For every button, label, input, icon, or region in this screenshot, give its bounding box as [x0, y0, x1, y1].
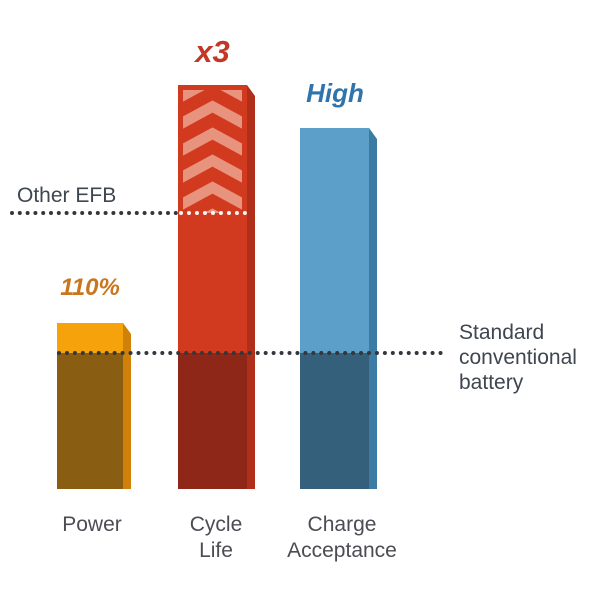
bar-power-below-standard: [57, 353, 123, 489]
bar-power-bevel: [123, 323, 131, 489]
power-value-label: 110%: [60, 274, 120, 301]
other-efb-dotted-line: [10, 211, 178, 215]
bar-charge-acceptance-below-standard: [300, 353, 369, 489]
cycle-life-value-label: x3: [195, 34, 230, 69]
other-efb-reference-label: Other EFB: [17, 184, 117, 207]
bar-power: [57, 323, 131, 489]
bar-cycle-life: [178, 85, 255, 489]
bar-cycle-life-bevel: [247, 85, 255, 489]
charge-acceptance-value-label: High: [306, 78, 364, 108]
category-label-cycle-life: Cycle Life: [189, 513, 243, 562]
category-label-charge-acceptance: Charge Acceptance: [287, 513, 397, 562]
standard-battery-reference-label: Standard conventional battery: [459, 321, 577, 394]
standard-battery-dotted-line: [57, 351, 443, 355]
bar-charge-acceptance: [300, 128, 377, 489]
category-label-power: Power: [62, 513, 122, 536]
chevron-pattern: [178, 85, 247, 213]
bar-cycle-life-below-standard: [178, 353, 247, 489]
other-efb-dotted-line-over-bar: [179, 211, 247, 215]
bar-charge-acceptance-bevel: [369, 128, 377, 489]
